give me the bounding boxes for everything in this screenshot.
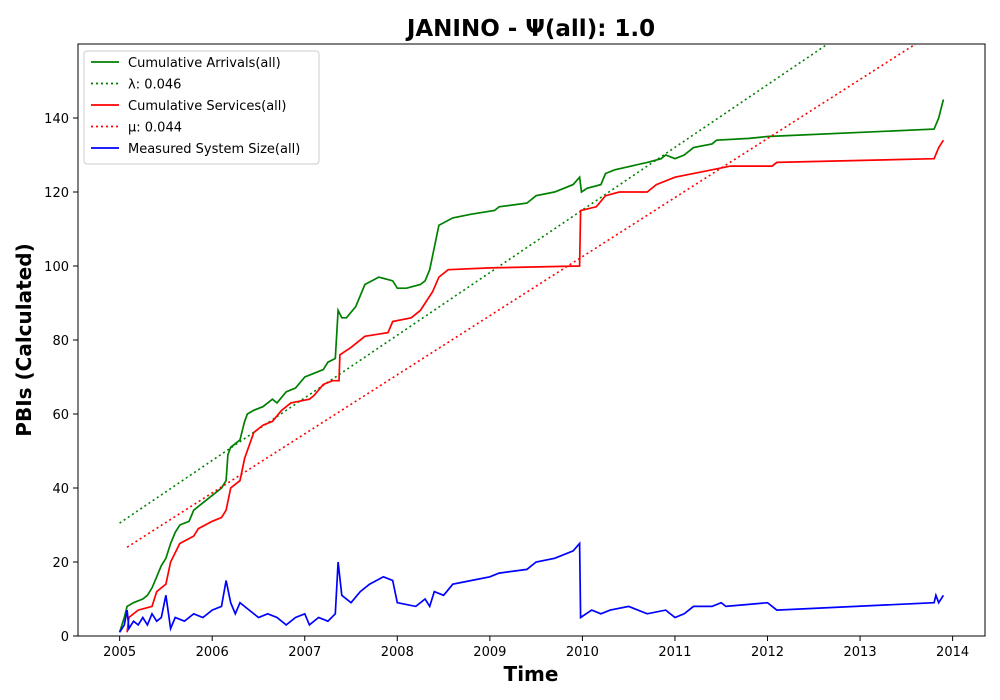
x-tick-label: 2012 bbox=[751, 645, 784, 660]
x-tick-label: 2008 bbox=[381, 645, 414, 660]
y-tick-label: 20 bbox=[52, 556, 69, 571]
plot-frame bbox=[77, 43, 986, 637]
y-tick-label: 0 bbox=[61, 630, 69, 645]
x-tick-label: 2011 bbox=[658, 645, 691, 660]
x-axis-label: Time bbox=[504, 662, 559, 686]
arrivals-line bbox=[118, 99, 945, 633]
y-axis: 0 20 40 60 80 100 120 140 bbox=[44, 112, 78, 645]
y-tick-label: 80 bbox=[52, 334, 69, 349]
services-line bbox=[126, 139, 945, 633]
x-tick-label: 2006 bbox=[196, 645, 229, 660]
chart-title: JANINO - Ψ(all): 1.0 bbox=[405, 16, 655, 42]
y-tick-label: 60 bbox=[52, 408, 69, 423]
x-axis: 2005 2006 2007 2008 2009 2010 2011 2012 2013 2014 bbox=[103, 636, 969, 660]
x-tick-label: 2010 bbox=[566, 645, 599, 660]
legend: Cumulative Arrivals(all) λ: 0.046 Cumulati… bbox=[83, 50, 320, 165]
legend-label: Cumulative Arrivals(all) bbox=[128, 56, 281, 71]
y-tick-label: 40 bbox=[52, 482, 69, 497]
legend-label: Cumulative Services(all) bbox=[128, 99, 286, 114]
legend-box bbox=[83, 50, 320, 165]
y-tick-label: 100 bbox=[44, 260, 69, 275]
mu-trend-line bbox=[126, 44, 917, 548]
y-tick-label: 140 bbox=[44, 112, 69, 127]
plot-area bbox=[118, 44, 945, 633]
legend-label: μ: 0.044 bbox=[128, 121, 182, 136]
x-tick-label: 2007 bbox=[288, 645, 321, 660]
y-axis-label: PBIs (Calculated) bbox=[12, 243, 36, 436]
x-tick-label: 2009 bbox=[473, 645, 506, 660]
system-size-line bbox=[118, 541, 945, 633]
x-tick-label: 2013 bbox=[844, 645, 877, 660]
y-tick-label: 120 bbox=[44, 186, 69, 201]
x-tick-label: 2005 bbox=[103, 645, 136, 660]
x-tick-label: 2014 bbox=[936, 645, 969, 660]
legend-label: λ: 0.046 bbox=[128, 78, 181, 93]
legend-label: Measured System Size(all) bbox=[128, 142, 300, 157]
